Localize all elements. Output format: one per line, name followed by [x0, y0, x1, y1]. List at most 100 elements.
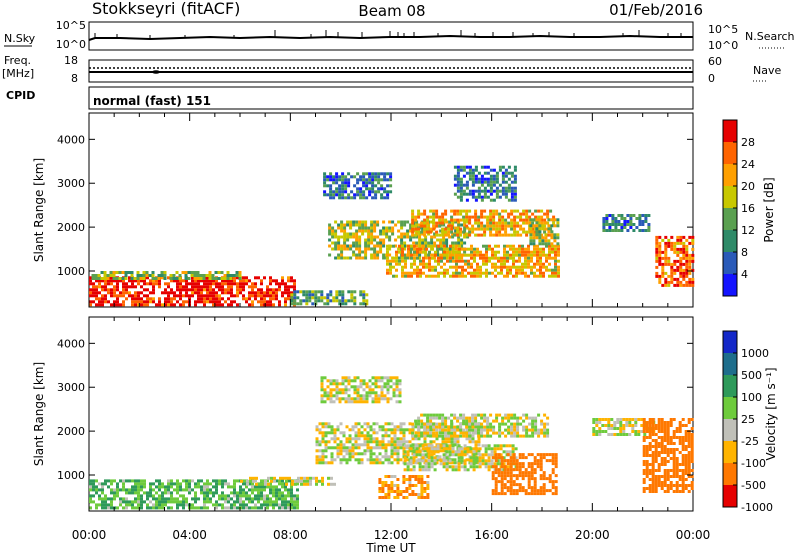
echo-cell: [478, 447, 482, 451]
echo-cell: [435, 413, 439, 417]
echo-cell: [393, 443, 397, 447]
echo-cell: [551, 471, 555, 475]
echo-cell: [426, 416, 430, 420]
echo-cell: [371, 178, 375, 182]
echo-cell: [461, 253, 464, 257]
velocity-colorbar-label: Velocity [m s⁻¹]: [764, 367, 778, 460]
echo-cell: [377, 400, 381, 404]
echo-cell: [448, 453, 452, 457]
echo-cell: [348, 455, 352, 459]
echo-cell: [533, 253, 536, 257]
echo-cell: [437, 271, 440, 275]
echo-cell: [269, 303, 272, 307]
echo-cell: [554, 456, 558, 460]
echo-cell: [675, 427, 679, 430]
echo-cell: [664, 247, 668, 251]
echo-cell: [684, 457, 688, 460]
echo-cell: [539, 259, 542, 263]
echo-cell: [381, 461, 385, 465]
echo-cell: [342, 431, 346, 435]
echo-cell: [119, 291, 122, 295]
echo-cell: [343, 226, 347, 230]
echo-cell: [378, 425, 382, 429]
echo-cell: [439, 459, 443, 463]
echo-cell: [387, 458, 391, 462]
echo-cell: [428, 259, 431, 263]
echo-cell: [227, 297, 230, 301]
echo-cell: [149, 297, 152, 301]
echo-cell: [522, 419, 526, 423]
echo-cell: [371, 397, 375, 401]
echo-cell: [420, 425, 424, 429]
echo-cell: [666, 439, 670, 442]
echo-cell: [158, 300, 161, 304]
echo-cell: [501, 174, 505, 178]
echo-cell: [442, 465, 446, 469]
echo-cell: [373, 235, 377, 239]
echo-cell: [357, 461, 361, 465]
echo-cell: [535, 221, 539, 225]
echo-cell: [480, 198, 484, 202]
echo-cell: [358, 244, 362, 248]
echo-cell: [371, 391, 375, 395]
echo-cell: [648, 430, 652, 433]
echo-cell: [373, 247, 377, 251]
echo-cell: [539, 253, 542, 257]
echo-cell: [413, 262, 416, 266]
echo-cell: [329, 184, 333, 188]
echo-cell: [687, 433, 691, 436]
echo-cell: [411, 484, 415, 487]
echo-cell: [554, 489, 558, 493]
echo-cell: [382, 244, 386, 248]
echo-cell: [242, 491, 245, 495]
echo-cell: [486, 171, 490, 175]
echo-cell: [193, 274, 197, 277]
echo-cell: [248, 285, 251, 289]
echo-cell: [110, 503, 113, 507]
echo-cell: [384, 455, 388, 459]
echo-cell: [661, 250, 665, 254]
echo-cell: [474, 180, 478, 184]
echo-cell: [497, 468, 501, 472]
echo-cell: [353, 391, 357, 395]
echo-cell: [273, 476, 276, 480]
echo-cell: [203, 279, 206, 283]
echo-cell: [441, 227, 445, 231]
echo-cell: [254, 485, 257, 489]
echo-cell: [516, 224, 520, 228]
echo-cell: [104, 279, 107, 283]
echo-cell: [389, 376, 393, 380]
echo-cell: [125, 497, 128, 501]
echo-cell: [592, 427, 596, 430]
echo-cell: [688, 271, 692, 275]
echo-cell: [194, 494, 197, 498]
echo-cell: [218, 497, 221, 501]
echo-cell: [263, 488, 266, 492]
echo-cell: [429, 209, 433, 213]
echo-cell: [131, 503, 134, 507]
echo-cell: [308, 296, 312, 300]
echo-cell: [321, 482, 324, 486]
echo-cell: [408, 478, 412, 481]
echo-cell: [477, 434, 481, 438]
echo-cell: [430, 450, 434, 454]
echo-cell: [679, 238, 683, 242]
echo-cell: [682, 235, 686, 239]
echo-cell: [269, 294, 272, 298]
echo-cell: [672, 466, 676, 469]
echo-cell: [663, 448, 667, 451]
echo-cell: [365, 397, 369, 401]
echo-cell: [443, 271, 446, 275]
echo-cell: [399, 428, 403, 432]
echo-cell: [625, 418, 629, 421]
cpid-panel: [88, 86, 694, 110]
echo-cell: [387, 484, 391, 487]
echo-cell: [382, 238, 386, 242]
echo-cell: [456, 186, 460, 190]
echo-cell: [335, 290, 339, 294]
echo-cell: [507, 212, 511, 216]
echo-cell: [466, 235, 470, 239]
echo-cell: [100, 271, 104, 274]
echo-cell: [423, 209, 427, 213]
echo-cell: [533, 492, 537, 496]
